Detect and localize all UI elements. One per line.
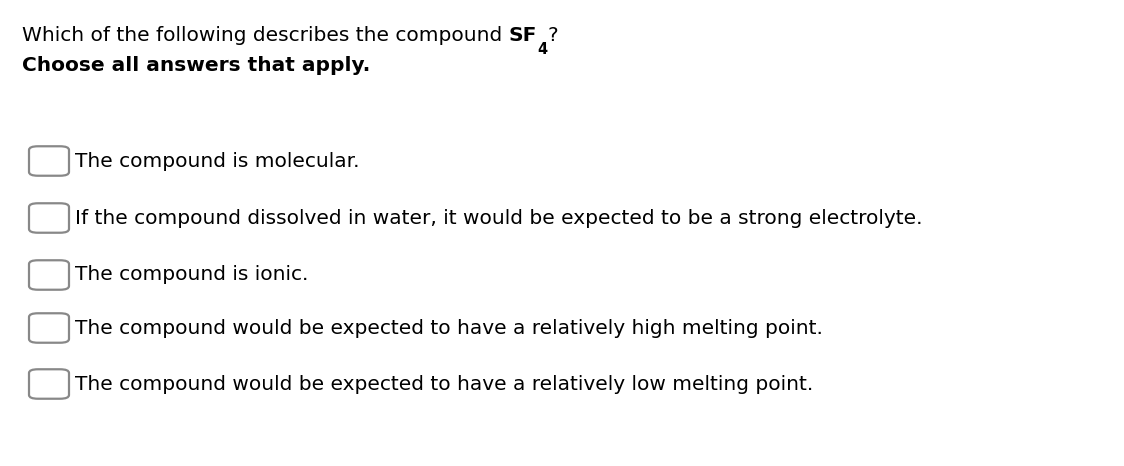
Text: The compound is molecular.: The compound is molecular. <box>75 151 360 171</box>
FancyBboxPatch shape <box>29 203 69 233</box>
Text: The compound would be expected to have a relatively high melting point.: The compound would be expected to have a… <box>75 318 823 337</box>
Text: SF: SF <box>509 26 537 45</box>
Text: Choose all answers that apply.: Choose all answers that apply. <box>22 56 370 75</box>
Text: If the compound dissolved in water, it would be expected to be a strong electrol: If the compound dissolved in water, it w… <box>75 208 923 227</box>
Text: 4: 4 <box>537 42 547 57</box>
Text: The compound is ionic.: The compound is ionic. <box>75 266 308 285</box>
FancyBboxPatch shape <box>29 313 69 343</box>
FancyBboxPatch shape <box>29 260 69 290</box>
FancyBboxPatch shape <box>29 146 69 176</box>
FancyBboxPatch shape <box>29 369 69 399</box>
Text: Which of the following describes the compound: Which of the following describes the com… <box>22 26 509 45</box>
Text: The compound would be expected to have a relatively low melting point.: The compound would be expected to have a… <box>75 375 814 393</box>
Text: ?: ? <box>547 26 558 45</box>
